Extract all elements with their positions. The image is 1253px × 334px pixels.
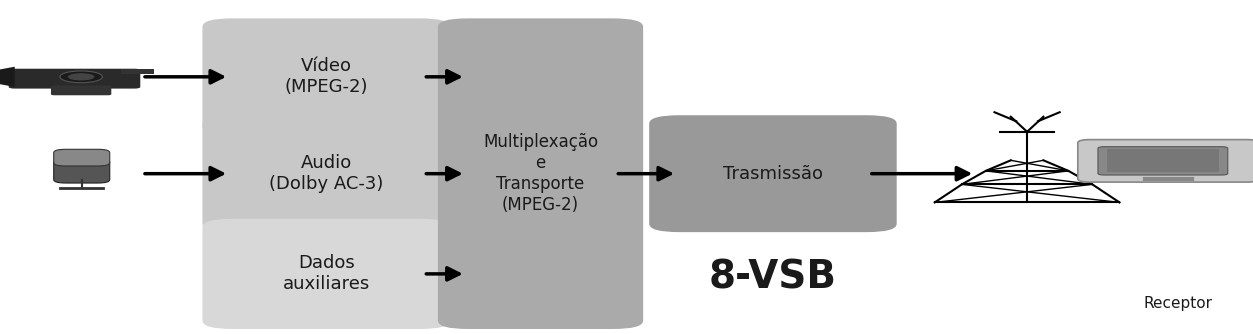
FancyBboxPatch shape [54,159,110,183]
FancyBboxPatch shape [9,69,140,89]
FancyBboxPatch shape [649,115,897,232]
Text: Vídeo
(MPEG-2): Vídeo (MPEG-2) [284,57,368,96]
Text: Audio
(Dolby AC-3): Audio (Dolby AC-3) [269,154,383,193]
Text: Trasmissão: Trasmissão [723,165,823,183]
FancyBboxPatch shape [437,18,643,329]
Circle shape [60,71,103,83]
Text: 8-VSB: 8-VSB [708,258,836,296]
FancyBboxPatch shape [1108,150,1219,172]
FancyBboxPatch shape [1098,147,1228,175]
FancyBboxPatch shape [203,115,450,232]
FancyBboxPatch shape [54,149,110,166]
FancyBboxPatch shape [1078,140,1253,182]
FancyBboxPatch shape [122,68,154,74]
FancyBboxPatch shape [203,219,450,329]
FancyBboxPatch shape [51,86,112,95]
Text: Dados
auxiliares: Dados auxiliares [283,255,370,293]
Circle shape [68,73,94,80]
Text: Multiplexação
e
Transporte
(MPEG-2): Multiplexação e Transporte (MPEG-2) [482,134,598,214]
Text: Receptor: Receptor [1144,297,1213,311]
FancyBboxPatch shape [203,18,450,135]
Polygon shape [0,67,15,87]
